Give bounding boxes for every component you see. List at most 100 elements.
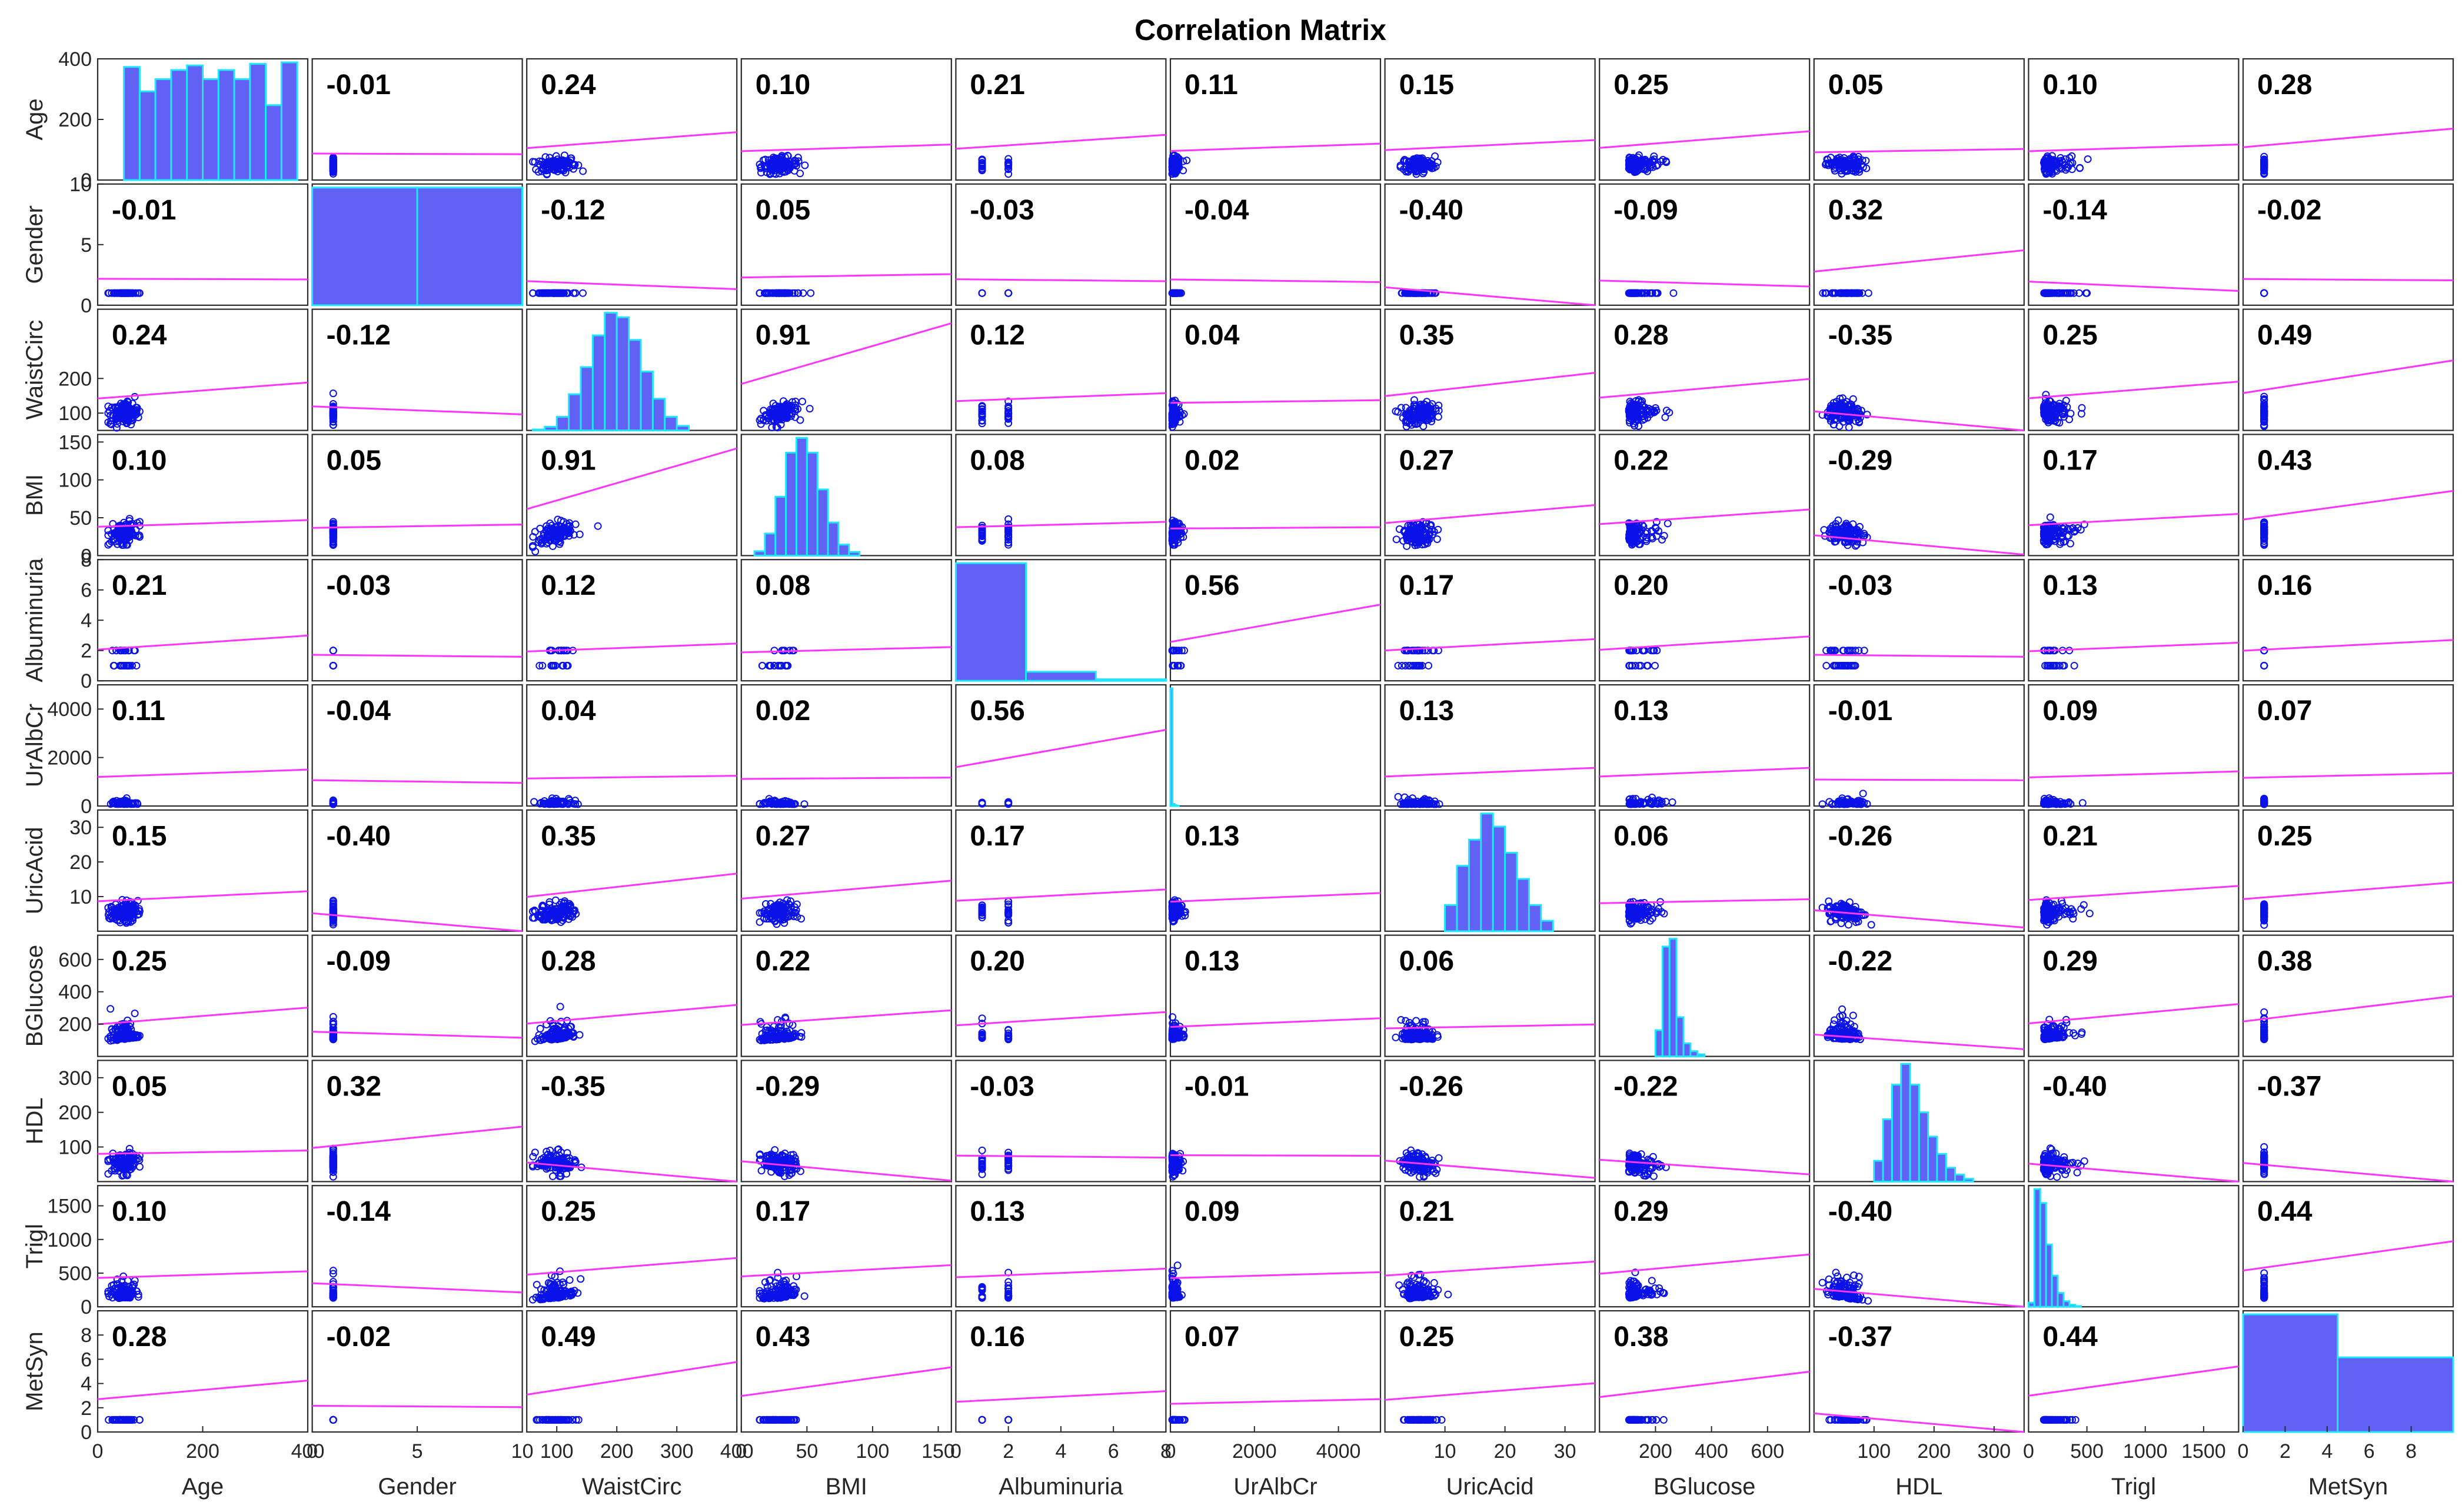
cell-Albuminuria-UrAlbCr: 0.56	[1168, 559, 1382, 682]
scatter-point	[1422, 289, 1430, 297]
correlation-label: 0.28	[1613, 320, 1668, 351]
cell-Albuminuria-UricAcid: 0.17	[1384, 559, 1596, 682]
cell-Age-Gender: -0.01	[311, 58, 523, 181]
correlation-label: 0.20	[1613, 570, 1668, 601]
cell-frame	[1169, 58, 1382, 181]
scatter-point	[560, 166, 568, 175]
cell-frame	[1169, 183, 1382, 306]
cell-Gender-Gender	[311, 183, 524, 307]
hist-bar	[416, 186, 524, 307]
correlation-label: 0.10	[756, 69, 810, 101]
scatter-point	[757, 420, 765, 428]
scatter-point	[1174, 289, 1182, 297]
correlation-label: 0.21	[970, 69, 1024, 101]
hist-bar	[1025, 671, 1097, 682]
scatter-point	[1862, 164, 1871, 172]
hist-bar	[604, 312, 618, 432]
hist-bar	[544, 425, 558, 432]
scatter-point	[329, 164, 337, 172]
hist-bar	[123, 66, 141, 181]
scatter-point	[551, 289, 560, 297]
scatter-points	[2260, 289, 2268, 297]
scatter-point	[1400, 157, 1409, 165]
correlation-label: 0.24	[541, 69, 596, 101]
scatter-points	[329, 154, 337, 178]
correlation-label: -0.29	[1828, 445, 1892, 476]
scatter-point	[1852, 289, 1860, 297]
correlation-label: -0.03	[970, 195, 1034, 226]
y-tick-label: 2000	[47, 747, 92, 770]
correlation-label: 0.21	[112, 570, 167, 601]
hist-bar	[837, 544, 850, 557]
scatter-point	[1851, 165, 1859, 174]
scatter-point	[1399, 165, 1408, 174]
y-tick-label: 30	[69, 817, 92, 839]
scatter-points	[104, 392, 144, 432]
scatter-point	[551, 161, 560, 169]
scatter-point	[771, 170, 780, 178]
cell-WaistCirc-Trigl: 0.25	[2028, 308, 2240, 431]
cell-BMI-MetSyn: 0.43	[2242, 434, 2454, 557]
y-tick-label: 200	[58, 368, 92, 390]
scatter-point	[771, 155, 780, 164]
scatter-point	[549, 289, 557, 297]
scatter-point	[757, 168, 765, 176]
scatter-point	[769, 415, 777, 424]
correlation-label: 0.32	[1828, 195, 1883, 226]
hist-bar	[531, 428, 546, 432]
cell-Gender-Albuminuria: -0.03	[955, 183, 1167, 306]
scatter-point	[781, 153, 789, 161]
cell-UrAlbCr-HDL: -0.01	[1813, 684, 2025, 808]
correlation-label: 0.56	[970, 695, 1024, 727]
scatter-point	[756, 289, 764, 297]
scatter-point	[1822, 161, 1830, 169]
scatter-point	[2084, 155, 2092, 163]
cell-Gender-UrAlbCr: -0.04	[1168, 183, 1382, 306]
hist-bar	[796, 437, 808, 557]
fit-line	[1599, 279, 1810, 288]
scatter-point	[1631, 160, 1639, 168]
scatter-points	[978, 397, 1013, 428]
hist-bar	[186, 64, 204, 181]
scatter-point	[1432, 162, 1440, 171]
fit-line	[527, 280, 737, 291]
hist-bar	[154, 78, 172, 181]
scatter-point	[1004, 162, 1013, 171]
scatter-point	[792, 159, 800, 168]
scatter-point	[329, 157, 337, 165]
scatter-point	[1669, 289, 1678, 297]
scatter-point	[773, 411, 781, 419]
hist-bar	[816, 488, 829, 557]
fit-line	[1814, 249, 2024, 273]
scatter-point	[2068, 159, 2077, 167]
scatter-point	[768, 423, 776, 431]
scatter-point	[766, 409, 774, 418]
scatter-point	[1169, 156, 1177, 164]
hist-bar	[806, 451, 819, 557]
hist-bar	[280, 61, 298, 181]
scatter-point	[1169, 152, 1177, 160]
scatter-point	[2040, 289, 2048, 297]
scatter-point	[125, 411, 133, 419]
scatter-point	[807, 289, 815, 297]
fit-line	[741, 273, 951, 279]
y-tick-label: 0	[81, 670, 92, 692]
scatter-point	[2044, 289, 2052, 297]
correlation-label: 0.15	[1399, 69, 1454, 101]
scatter-point	[125, 408, 134, 417]
scatter-point	[329, 407, 337, 415]
scatter-point	[1662, 157, 1670, 165]
fit-line	[741, 322, 952, 385]
correlation-label: 0.02	[1185, 445, 1239, 476]
cell-Albuminuria-WaistCirc: 0.12	[526, 559, 738, 682]
scatter-point	[2075, 164, 2084, 172]
y-tick-label: 10	[69, 174, 92, 196]
scatter-points	[1822, 152, 1871, 178]
cell-BMI-BMI	[740, 434, 952, 557]
scatter-point	[1004, 397, 1013, 405]
cell-frame	[311, 58, 523, 181]
scatter-point	[112, 424, 121, 432]
chart-title: Correlation Matrix	[1134, 14, 1386, 46]
correlation-label: 0.49	[2257, 320, 2312, 351]
scatter-point	[1650, 152, 1658, 161]
